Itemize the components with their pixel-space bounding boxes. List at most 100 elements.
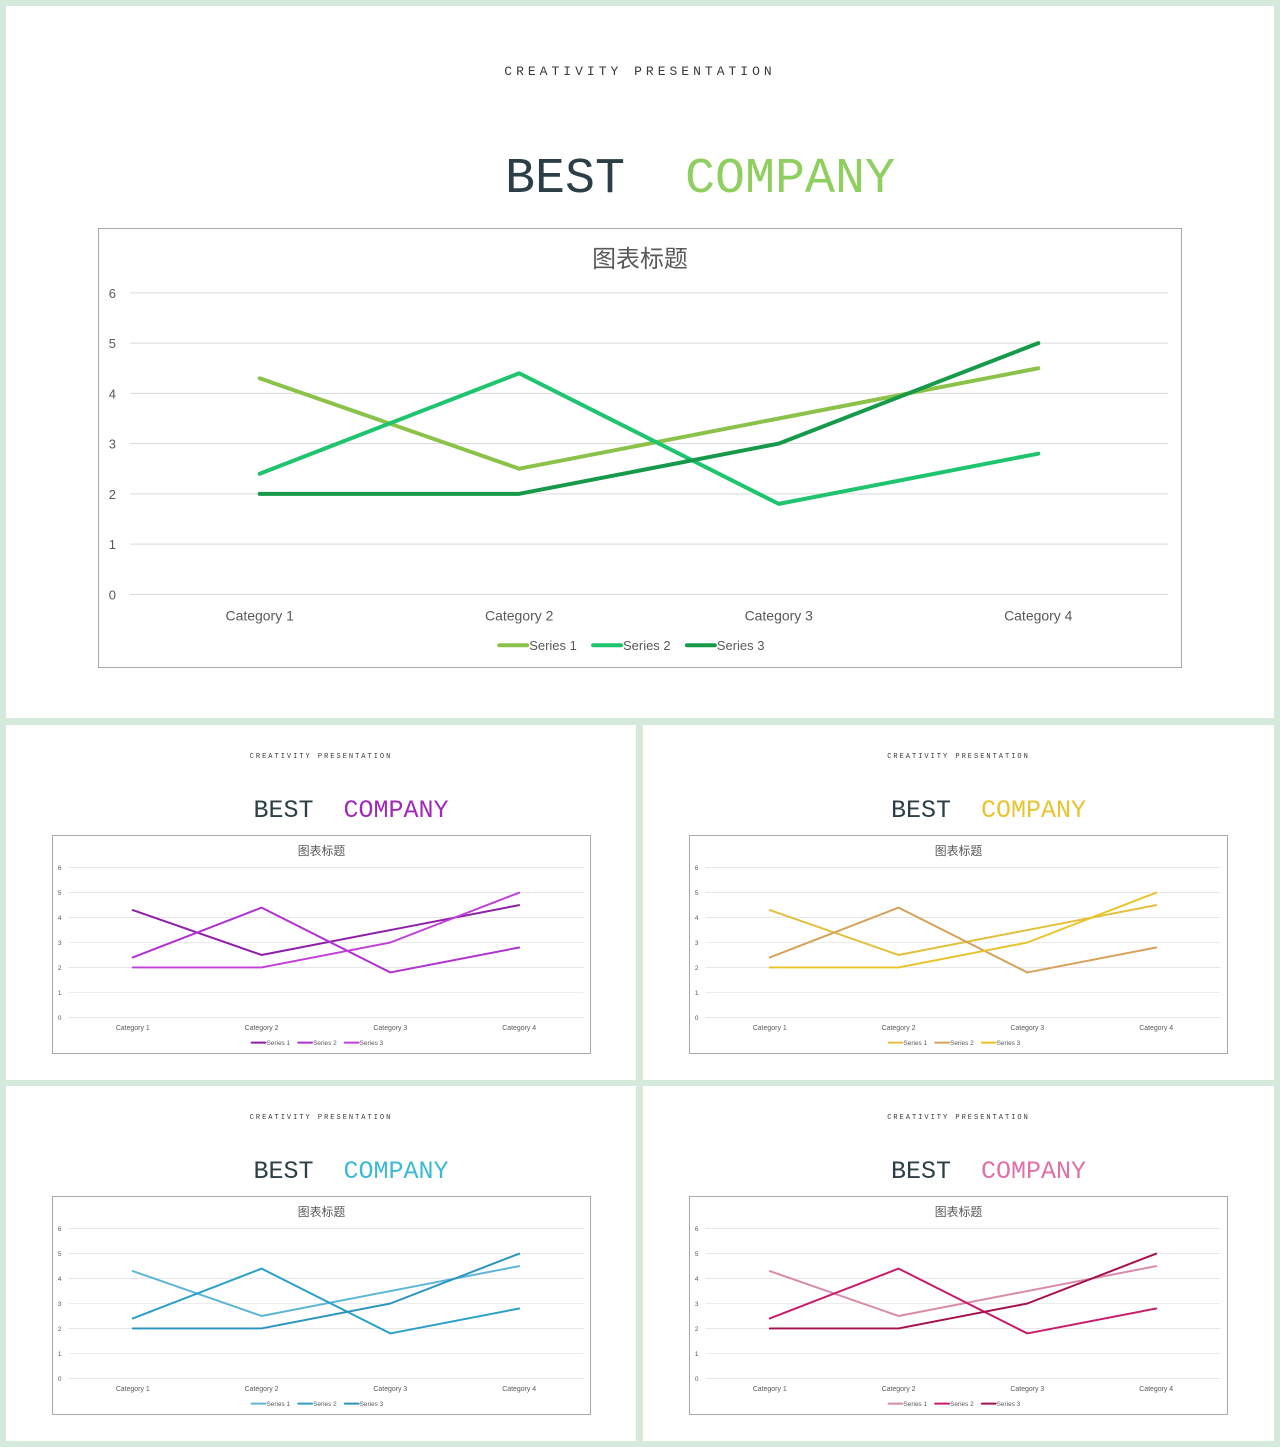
legend-label: Series 3 xyxy=(997,1401,1021,1408)
chart-title: 图表标题 xyxy=(935,844,983,858)
kicker: CREATIVITY PRESENTATION xyxy=(887,1114,1030,1122)
y-tick-label: 6 xyxy=(58,1226,62,1233)
y-tick-label: 6 xyxy=(109,286,116,301)
slide-blue: CREATIVITY PRESENTATION BEST COMPANY 图表标… xyxy=(6,1086,636,1441)
headline-word2: COMPANY xyxy=(981,1157,1087,1186)
y-tick-label: 6 xyxy=(58,865,62,872)
line-chart: 图表标题 0 1 2 3 4 5 6 Category 1 Category 2 Category … xyxy=(695,844,1221,1047)
y-tick-label: 2 xyxy=(58,1326,62,1333)
legend-label: Series 1 xyxy=(267,1401,291,1408)
headline-word2: COMPANY xyxy=(685,151,896,208)
legend-label: Series 2 xyxy=(313,1040,337,1047)
series-line xyxy=(131,1252,521,1330)
y-tick-label: 3 xyxy=(58,1301,62,1308)
series-line xyxy=(131,1265,521,1317)
series-line xyxy=(768,1267,1158,1335)
slide-main: CREATIVITY PRESENTATION BEST COMPANY 图表标… xyxy=(6,6,1274,718)
y-tick-label: 0 xyxy=(695,1015,699,1022)
headline-word2: COMPANY xyxy=(981,796,1087,825)
x-tick-label: Category 2 xyxy=(485,607,554,623)
x-tick-label: Category 3 xyxy=(1010,1386,1044,1393)
series-line xyxy=(768,891,1158,969)
series-line xyxy=(131,1267,521,1335)
y-tick-label: 1 xyxy=(695,1351,699,1358)
headline: BEST COMPANY xyxy=(643,1128,1274,1215)
headline: BEST COMPANY xyxy=(643,767,1274,854)
y-tick-label: 5 xyxy=(58,1251,62,1258)
line-chart: 图表标题 0 1 2 3 4 5 6 Category 1 Category 2 Category … xyxy=(109,245,1169,653)
y-tick-label: 1 xyxy=(109,537,116,552)
headline-word1: BEST xyxy=(890,796,951,825)
chart-title: 图表标题 xyxy=(935,1205,983,1219)
legend-label: Series 1 xyxy=(529,638,577,653)
y-tick-label: 5 xyxy=(109,336,116,351)
legend-label: Series 2 xyxy=(313,1401,337,1408)
y-tick-label: 1 xyxy=(695,990,699,997)
chart-frame: 图表标题 0 1 2 3 4 5 6 Category 1 Category 2 Category … xyxy=(689,1196,1228,1415)
y-tick-label: 0 xyxy=(58,1015,62,1022)
x-tick-label: Category 4 xyxy=(502,1386,536,1393)
kicker: CREATIVITY PRESENTATION xyxy=(249,753,393,761)
line-chart: 图表标题 0 1 2 3 4 5 6 Category 1 Category 2 Category … xyxy=(58,844,584,1047)
y-tick-label: 6 xyxy=(695,865,699,872)
kicker: CREATIVITY PRESENTATION xyxy=(249,1114,393,1122)
x-tick-label: Category 1 xyxy=(226,607,295,623)
series-line xyxy=(257,371,1041,506)
series-line xyxy=(131,904,521,956)
headline-word1: BEST xyxy=(253,1157,314,1186)
chart-title: 图表标题 xyxy=(298,844,346,858)
x-tick-label: Category 3 xyxy=(373,1025,407,1032)
y-tick-label: 3 xyxy=(58,940,62,947)
kicker: CREATIVITY PRESENTATION xyxy=(504,64,776,79)
legend-label: Series 2 xyxy=(950,1401,974,1408)
headline: BEST COMPANY xyxy=(6,94,1274,265)
x-tick-label: Category 4 xyxy=(1139,1025,1173,1032)
x-tick-label: Category 2 xyxy=(245,1386,279,1393)
y-tick-label: 0 xyxy=(695,1376,699,1383)
slide-yellow: CREATIVITY PRESENTATION BEST COMPANY 图表标… xyxy=(643,725,1274,1080)
y-tick-label: 2 xyxy=(695,1326,699,1333)
legend-label: Series 1 xyxy=(904,1401,928,1408)
headline-word2: COMPANY xyxy=(343,796,449,825)
y-tick-label: 5 xyxy=(695,1251,699,1258)
x-tick-label: Category 2 xyxy=(882,1025,916,1032)
x-tick-label: Category 4 xyxy=(502,1025,536,1032)
y-tick-label: 5 xyxy=(695,890,699,897)
line-chart: 图表标题 0 1 2 3 4 5 6 Category 1 Category 2 Category … xyxy=(58,1205,584,1408)
y-tick-label: 4 xyxy=(695,1276,699,1283)
y-tick-label: 5 xyxy=(58,890,62,897)
y-tick-label: 3 xyxy=(695,1301,699,1308)
chart-frame: 图表标题 0 1 2 3 4 5 6 Category 1 Category 2 Category … xyxy=(52,1196,591,1415)
slide-purple: CREATIVITY PRESENTATION BEST COMPANY 图表标… xyxy=(6,725,636,1080)
x-tick-label: Category 3 xyxy=(373,1386,407,1393)
y-tick-label: 6 xyxy=(695,1226,699,1233)
series-line xyxy=(768,1265,1158,1317)
x-tick-label: Category 1 xyxy=(116,1025,150,1032)
series-line xyxy=(257,341,1041,496)
headline-word1: BEST xyxy=(253,796,314,825)
x-tick-label: Category 4 xyxy=(1004,607,1073,623)
chart-title: 图表标题 xyxy=(592,245,688,273)
y-tick-label: 0 xyxy=(109,587,116,602)
legend-label: Series 1 xyxy=(904,1040,928,1047)
chart-frame: 图表标题 0 1 2 3 4 5 6 Category 1 Category 2 Category … xyxy=(689,835,1228,1054)
y-tick-label: 4 xyxy=(695,915,699,922)
chart-title: 图表标题 xyxy=(298,1205,346,1219)
y-tick-label: 0 xyxy=(58,1376,62,1383)
y-tick-label: 2 xyxy=(109,487,116,502)
chart-frame: 图表标题 0 1 2 3 4 5 6 Category 1 Category 2 Category … xyxy=(98,228,1182,668)
headline: BEST COMPANY xyxy=(6,767,636,854)
legend-label: Series 1 xyxy=(267,1040,291,1047)
x-tick-label: Category 3 xyxy=(1010,1025,1044,1032)
series-line xyxy=(131,891,521,969)
x-tick-label: Category 1 xyxy=(116,1386,150,1393)
x-tick-label: Category 2 xyxy=(245,1025,279,1032)
y-tick-label: 3 xyxy=(109,437,116,452)
x-tick-label: Category 4 xyxy=(1139,1386,1173,1393)
x-tick-label: Category 3 xyxy=(745,607,814,623)
series-line xyxy=(768,904,1158,956)
y-tick-label: 4 xyxy=(58,1276,62,1283)
y-tick-label: 4 xyxy=(109,386,116,401)
legend-label: Series 3 xyxy=(360,1401,384,1408)
y-tick-label: 1 xyxy=(58,990,62,997)
